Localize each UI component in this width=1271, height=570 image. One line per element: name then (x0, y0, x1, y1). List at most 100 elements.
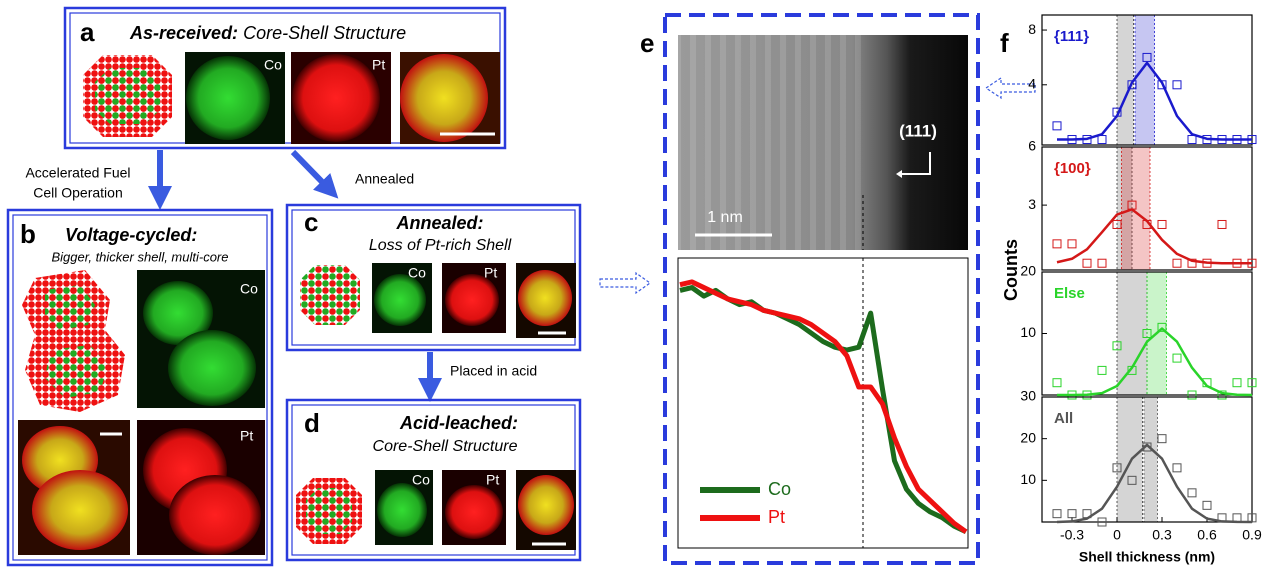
panel-subtitle: Bigger, thicker shell, multi-core (51, 249, 228, 264)
y-tick-label: 10 (1020, 324, 1036, 340)
panel-label: b (20, 219, 36, 249)
schematic-core (95, 68, 160, 124)
fit-curve (1057, 209, 1252, 263)
schematic (300, 265, 360, 325)
panel-b: b Voltage-cycled: Bigger, thicker shell,… (8, 210, 272, 565)
image-label: Co (240, 281, 258, 297)
particle (377, 483, 427, 537)
data-point (1053, 379, 1061, 387)
legend-label: Pt (768, 507, 785, 527)
shaded-range (1135, 15, 1155, 145)
arrow-label: Placed in acid (450, 363, 537, 379)
data-point (1083, 259, 1091, 267)
data-point (1188, 489, 1196, 497)
data-point (1053, 122, 1061, 130)
data-point (1098, 259, 1106, 267)
y-tick-label: 10 (1020, 471, 1036, 487)
panel-label: a (80, 17, 95, 47)
panel-d: d Acid-leached: Core-Shell Structure Co … (287, 400, 580, 560)
data-point (1203, 501, 1211, 509)
shaded-range (1117, 397, 1143, 522)
image-label: Pt (484, 265, 497, 281)
data-point (1173, 81, 1181, 89)
data-point (1233, 379, 1241, 387)
shaded-range (1144, 397, 1158, 522)
particle (32, 470, 128, 550)
data-point (1173, 354, 1181, 362)
panel-label: c (304, 207, 318, 237)
chart-title: All (1054, 410, 1073, 427)
x-tick-label: 0.6 (1197, 527, 1217, 543)
particle (168, 330, 256, 406)
x-tick-label: -0.3 (1060, 527, 1084, 543)
x-tick-label: 0.3 (1152, 527, 1172, 543)
schematic-core (306, 488, 352, 534)
x-axis-label: Shell thickness (nm) (1079, 549, 1215, 565)
data-point (1158, 435, 1166, 443)
panel-title: Voltage-cycled: (65, 225, 197, 245)
data-point (1188, 136, 1196, 144)
y-tick-label: 6 (1028, 138, 1036, 154)
y-tick-label: 20 (1020, 429, 1036, 445)
image-label: Co (264, 57, 282, 73)
chart-title: {100} (1054, 160, 1091, 177)
legend-label: Co (768, 479, 791, 499)
x-tick-label: 0.9 (1242, 527, 1262, 543)
particle (518, 475, 574, 535)
y-tick-label: 20 (1020, 263, 1036, 279)
y-tick-label: 3 (1028, 196, 1036, 212)
particle (518, 270, 572, 326)
panel-title: Acid-leached: (399, 413, 518, 433)
panel-title: As-received: Core-Shell Structure (129, 23, 406, 43)
particle (186, 56, 270, 140)
image-label: Pt (486, 472, 499, 488)
title-bold: As-received: (129, 23, 238, 43)
image-label: Pt (372, 57, 385, 73)
plane-label: (111) (899, 121, 937, 140)
panel-label: d (304, 408, 320, 438)
data-point (1098, 366, 1106, 374)
particle (169, 475, 261, 555)
panel-c: c Annealed: Loss of Pt-rich Shell Co Pt (287, 205, 580, 350)
data-point (1068, 510, 1076, 518)
image-label: Co (408, 265, 426, 281)
particle (400, 54, 488, 142)
shaded-range (1117, 15, 1134, 145)
lattice-fringes (678, 35, 863, 250)
panel-subtitle: Core-Shell Structure (373, 438, 518, 455)
dashed-arrow (600, 273, 650, 293)
particle (445, 274, 499, 326)
particle (445, 485, 503, 539)
data-point (1053, 510, 1061, 518)
panel-a: a As-received: Core-Shell Structure Co P… (65, 8, 505, 148)
panel-label: f (1000, 28, 1009, 58)
data-point (1173, 259, 1181, 267)
particle (374, 274, 426, 326)
data-point (1068, 240, 1076, 248)
scale-label: 1 nm (707, 209, 743, 226)
arrow-label: Accelerated Fuel (25, 165, 130, 181)
image-label: Co (412, 472, 430, 488)
arrow-label: Cell Operation (33, 185, 123, 201)
particle (292, 54, 380, 142)
y-tick-label: 4 (1028, 75, 1036, 91)
panel-label: e (640, 28, 654, 58)
data-point (1218, 220, 1226, 228)
arrow-label: Annealed (355, 171, 414, 187)
image-label: Pt (240, 428, 253, 444)
profile-plot (678, 258, 968, 548)
data-point (1053, 240, 1061, 248)
chart-title: {111} (1054, 28, 1089, 45)
data-point (1173, 464, 1181, 472)
y-tick-label: 8 (1028, 21, 1036, 37)
panel-title: Annealed: (395, 213, 483, 233)
y-axis-label: Counts (1001, 239, 1021, 301)
panel-subtitle: Loss of Pt-rich Shell (369, 237, 512, 254)
y-tick-label: 30 (1020, 388, 1036, 404)
chart-title: Else (1054, 285, 1085, 302)
x-tick-label: 0 (1113, 527, 1121, 543)
data-point (1158, 220, 1166, 228)
arrow (293, 152, 330, 190)
figure: a As-received: Core-Shell Structure Co P… (0, 0, 1271, 570)
title-rest: Core-Shell Structure (243, 23, 406, 43)
